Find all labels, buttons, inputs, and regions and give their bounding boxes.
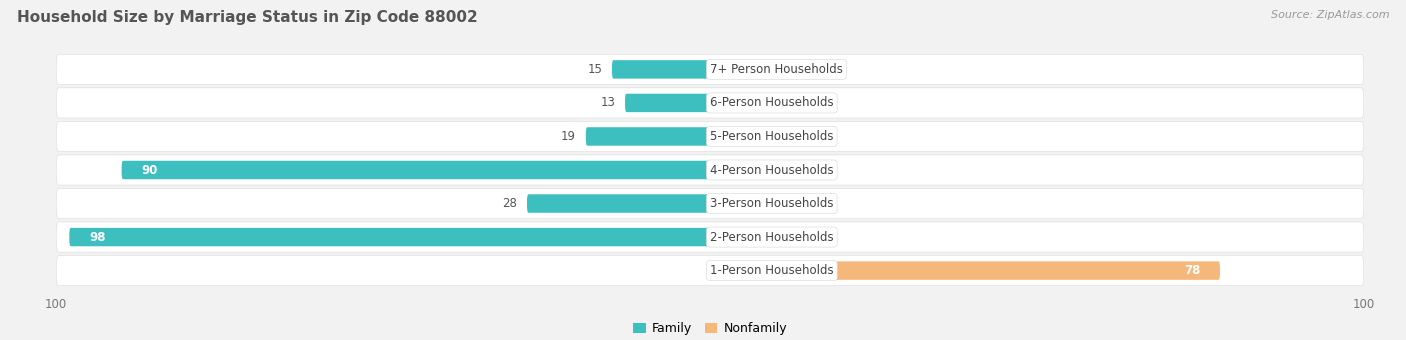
Text: 3-Person Households: 3-Person Households xyxy=(710,197,834,210)
FancyBboxPatch shape xyxy=(710,60,762,79)
Text: 0: 0 xyxy=(772,63,779,76)
Text: 28: 28 xyxy=(502,197,517,210)
Text: 0: 0 xyxy=(772,231,779,243)
FancyBboxPatch shape xyxy=(122,161,710,179)
Text: 1-Person Households: 1-Person Households xyxy=(710,264,834,277)
FancyBboxPatch shape xyxy=(710,194,762,213)
FancyBboxPatch shape xyxy=(69,228,710,246)
FancyBboxPatch shape xyxy=(710,94,762,112)
FancyBboxPatch shape xyxy=(56,54,1364,84)
FancyBboxPatch shape xyxy=(56,256,1364,286)
FancyBboxPatch shape xyxy=(56,155,1364,185)
FancyBboxPatch shape xyxy=(56,88,1364,118)
FancyBboxPatch shape xyxy=(56,188,1364,219)
FancyBboxPatch shape xyxy=(56,121,1364,152)
Text: 4-Person Households: 4-Person Households xyxy=(710,164,834,176)
Text: 0: 0 xyxy=(772,164,779,176)
Text: 0: 0 xyxy=(772,97,779,109)
Text: 5-Person Households: 5-Person Households xyxy=(710,130,834,143)
Text: 98: 98 xyxy=(89,231,105,243)
FancyBboxPatch shape xyxy=(710,127,762,146)
FancyBboxPatch shape xyxy=(710,161,762,179)
FancyBboxPatch shape xyxy=(710,261,1220,280)
Text: 7+ Person Households: 7+ Person Households xyxy=(710,63,844,76)
Text: 19: 19 xyxy=(561,130,576,143)
Text: 0: 0 xyxy=(772,197,779,210)
Text: 90: 90 xyxy=(141,164,157,176)
Text: 15: 15 xyxy=(588,63,602,76)
Text: 78: 78 xyxy=(1184,264,1201,277)
Text: Source: ZipAtlas.com: Source: ZipAtlas.com xyxy=(1271,10,1389,20)
Text: Household Size by Marriage Status in Zip Code 88002: Household Size by Marriage Status in Zip… xyxy=(17,10,478,25)
Text: 13: 13 xyxy=(600,97,616,109)
Legend: Family, Nonfamily: Family, Nonfamily xyxy=(628,317,792,340)
Text: 2-Person Households: 2-Person Households xyxy=(710,231,834,243)
Text: 0: 0 xyxy=(772,130,779,143)
FancyBboxPatch shape xyxy=(586,127,710,146)
FancyBboxPatch shape xyxy=(56,222,1364,252)
Text: 6-Person Households: 6-Person Households xyxy=(710,97,834,109)
FancyBboxPatch shape xyxy=(527,194,710,213)
FancyBboxPatch shape xyxy=(612,60,710,79)
FancyBboxPatch shape xyxy=(710,228,762,246)
FancyBboxPatch shape xyxy=(626,94,710,112)
